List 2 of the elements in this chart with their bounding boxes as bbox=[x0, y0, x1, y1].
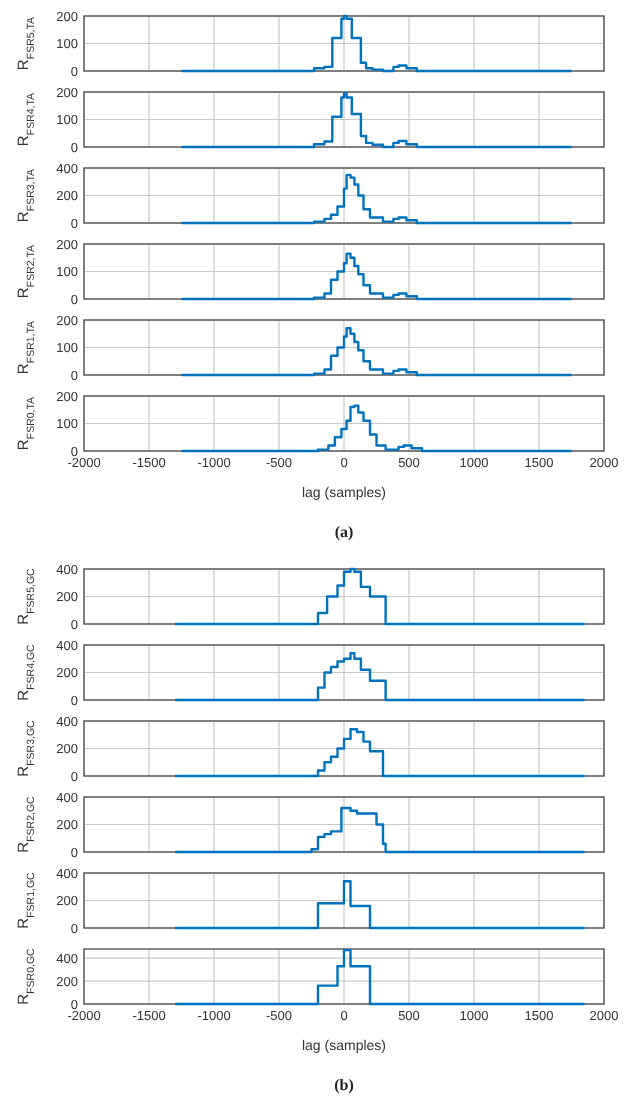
text: (b) bbox=[334, 1076, 355, 1094]
text: (a) bbox=[334, 523, 354, 541]
